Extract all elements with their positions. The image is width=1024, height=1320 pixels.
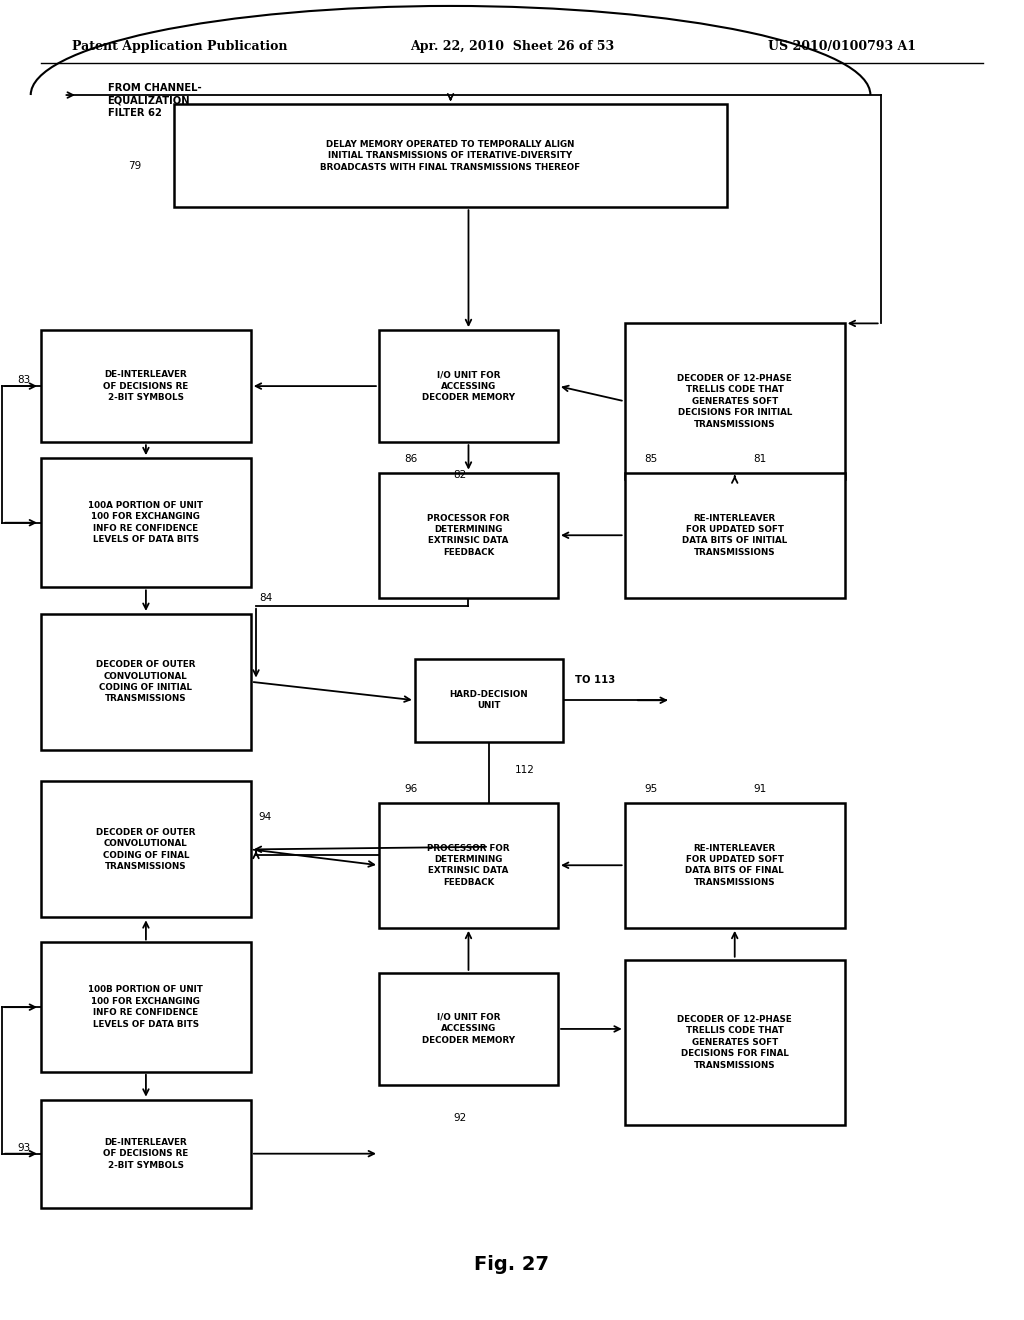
Text: 79: 79 <box>128 161 141 172</box>
Text: 93: 93 <box>17 1143 31 1154</box>
FancyBboxPatch shape <box>379 973 558 1085</box>
Text: Fig. 27: Fig. 27 <box>474 1255 550 1274</box>
Text: 82: 82 <box>453 470 466 480</box>
Text: Apr. 22, 2010  Sheet 26 of 53: Apr. 22, 2010 Sheet 26 of 53 <box>410 40 613 53</box>
Text: I/O UNIT FOR
ACCESSING
DECODER MEMORY: I/O UNIT FOR ACCESSING DECODER MEMORY <box>422 1012 515 1045</box>
FancyBboxPatch shape <box>379 473 558 598</box>
Text: Patent Application Publication: Patent Application Publication <box>72 40 287 53</box>
Text: 81: 81 <box>754 454 766 465</box>
Text: 85: 85 <box>645 454 657 465</box>
Text: 96: 96 <box>403 784 417 795</box>
Text: PROCESSOR FOR
DETERMINING
EXTRINSIC DATA
FEEDBACK: PROCESSOR FOR DETERMINING EXTRINSIC DATA… <box>427 513 510 557</box>
Text: 100A PORTION OF UNIT
100 FOR EXCHANGING
INFO RE CONFIDENCE
LEVELS OF DATA BITS: 100A PORTION OF UNIT 100 FOR EXCHANGING … <box>88 502 204 544</box>
Text: DELAY MEMORY OPERATED TO TEMPORALLY ALIGN
INITIAL TRANSMISSIONS OF ITERATIVE-DIV: DELAY MEMORY OPERATED TO TEMPORALLY ALIG… <box>321 140 581 172</box>
Text: 91: 91 <box>754 784 766 795</box>
FancyBboxPatch shape <box>379 803 558 928</box>
FancyBboxPatch shape <box>41 1100 251 1208</box>
Text: DECODER OF OUTER
CONVOLUTIONAL
CODING OF INITIAL
TRANSMISSIONS: DECODER OF OUTER CONVOLUTIONAL CODING OF… <box>96 660 196 704</box>
Text: 112: 112 <box>515 764 535 775</box>
FancyBboxPatch shape <box>41 458 251 587</box>
FancyBboxPatch shape <box>415 659 563 742</box>
Text: DECODER OF 12-PHASE
TRELLIS CODE THAT
GENERATES SOFT
DECISIONS FOR INITIAL
TRANS: DECODER OF 12-PHASE TRELLIS CODE THAT GE… <box>677 374 793 429</box>
FancyBboxPatch shape <box>41 614 251 750</box>
FancyBboxPatch shape <box>41 942 251 1072</box>
Text: 84: 84 <box>259 593 272 603</box>
FancyBboxPatch shape <box>625 803 845 928</box>
Text: US 2010/0100793 A1: US 2010/0100793 A1 <box>768 40 916 53</box>
Text: FROM CHANNEL-
EQUALIZATION
FILTER 62: FROM CHANNEL- EQUALIZATION FILTER 62 <box>108 83 201 119</box>
Text: DE-INTERLEAVER
OF DECISIONS RE
2-BIT SYMBOLS: DE-INTERLEAVER OF DECISIONS RE 2-BIT SYM… <box>103 370 188 403</box>
Text: I/O UNIT FOR
ACCESSING
DECODER MEMORY: I/O UNIT FOR ACCESSING DECODER MEMORY <box>422 370 515 403</box>
FancyBboxPatch shape <box>625 323 845 479</box>
Text: RE-INTERLEAVER
FOR UPDATED SOFT
DATA BITS OF INITIAL
TRANSMISSIONS: RE-INTERLEAVER FOR UPDATED SOFT DATA BIT… <box>682 513 787 557</box>
FancyBboxPatch shape <box>625 960 845 1125</box>
Text: 100B PORTION OF UNIT
100 FOR EXCHANGING
INFO RE CONFIDENCE
LEVELS OF DATA BITS: 100B PORTION OF UNIT 100 FOR EXCHANGING … <box>88 986 204 1028</box>
Text: 86: 86 <box>403 454 417 465</box>
FancyBboxPatch shape <box>41 330 251 442</box>
Text: 95: 95 <box>645 784 657 795</box>
Text: HARD-DECISION
UNIT: HARD-DECISION UNIT <box>450 690 528 710</box>
FancyBboxPatch shape <box>41 781 251 917</box>
FancyBboxPatch shape <box>174 104 727 207</box>
Text: 83: 83 <box>17 375 31 385</box>
Text: DE-INTERLEAVER
OF DECISIONS RE
2-BIT SYMBOLS: DE-INTERLEAVER OF DECISIONS RE 2-BIT SYM… <box>103 1138 188 1170</box>
FancyBboxPatch shape <box>625 473 845 598</box>
Text: RE-INTERLEAVER
FOR UPDATED SOFT
DATA BITS OF FINAL
TRANSMISSIONS: RE-INTERLEAVER FOR UPDATED SOFT DATA BIT… <box>685 843 784 887</box>
Text: TO 113: TO 113 <box>575 675 615 685</box>
Text: DECODER OF 12-PHASE
TRELLIS CODE THAT
GENERATES SOFT
DECISIONS FOR FINAL
TRANSMI: DECODER OF 12-PHASE TRELLIS CODE THAT GE… <box>677 1015 793 1069</box>
Text: PROCESSOR FOR
DETERMINING
EXTRINSIC DATA
FEEDBACK: PROCESSOR FOR DETERMINING EXTRINSIC DATA… <box>427 843 510 887</box>
Text: DECODER OF OUTER
CONVOLUTIONAL
CODING OF FINAL
TRANSMISSIONS: DECODER OF OUTER CONVOLUTIONAL CODING OF… <box>96 828 196 871</box>
FancyBboxPatch shape <box>379 330 558 442</box>
Text: 94: 94 <box>258 812 271 822</box>
Text: 92: 92 <box>453 1113 466 1123</box>
